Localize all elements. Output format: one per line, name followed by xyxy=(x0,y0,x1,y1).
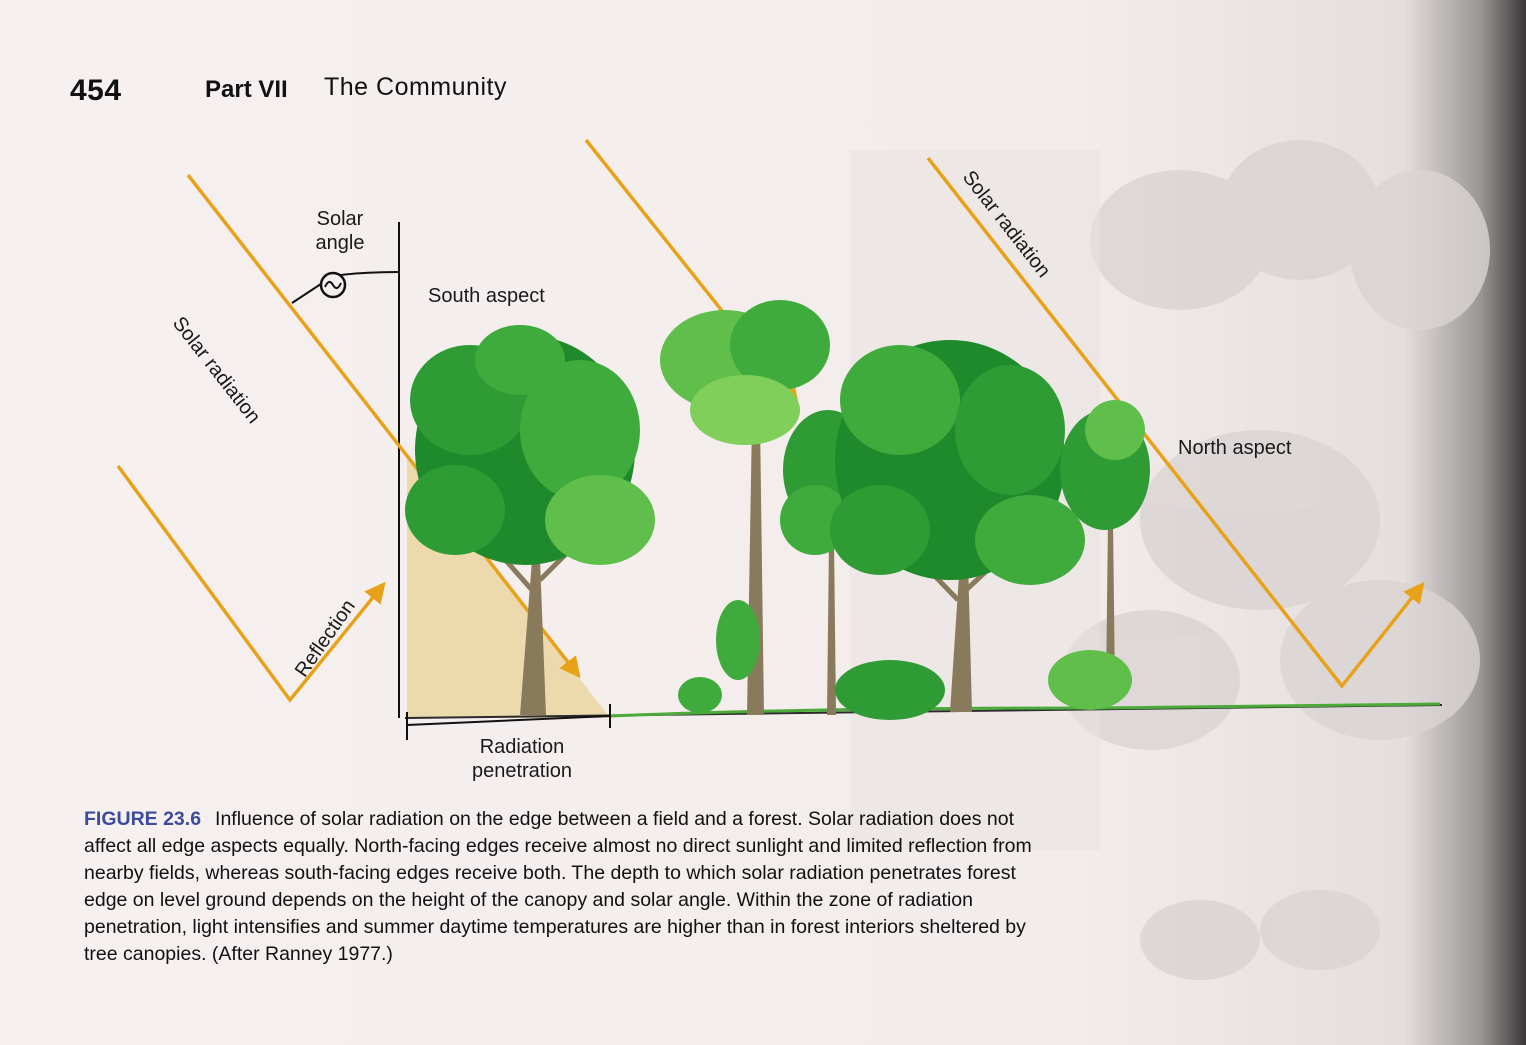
part-title: The Community xyxy=(324,73,507,101)
solar-angle-label-line2: angle xyxy=(315,232,365,254)
north-radiation-arrow xyxy=(926,156,1425,689)
solar-radiation-arrow-left xyxy=(186,173,581,679)
south-aspect-label: South aspect xyxy=(428,285,545,307)
penetration-measure-line xyxy=(406,715,611,726)
radiation-penetration-line1: Radiation xyxy=(479,736,565,758)
radiation-penetration-line2: penetration xyxy=(471,760,573,782)
north-aspect-label: North aspect xyxy=(1178,437,1292,459)
part-label: Part VII xyxy=(205,76,288,103)
grass-strip xyxy=(609,702,1441,718)
tree-edge-large xyxy=(405,325,655,715)
solar-angle-label: Solar angle xyxy=(300,207,380,255)
figure-caption: FIGURE 23.6 Influence of solar radiation … xyxy=(84,806,1044,968)
radiation-penetration-label: Radiation penetration xyxy=(447,735,597,783)
figure-label: FIGURE 23.6 xyxy=(84,808,202,830)
solar-angle-wave xyxy=(324,281,342,289)
reflection-arrow xyxy=(116,464,386,703)
solar-angle-label-line1: Solar xyxy=(316,208,364,230)
tree-small-right xyxy=(1060,400,1150,690)
shrubs xyxy=(678,600,1132,720)
tree-forest-large xyxy=(830,340,1085,712)
caption-text: Influence of solar radiation on the edge… xyxy=(84,808,1032,965)
page-number: 454 xyxy=(70,74,122,107)
